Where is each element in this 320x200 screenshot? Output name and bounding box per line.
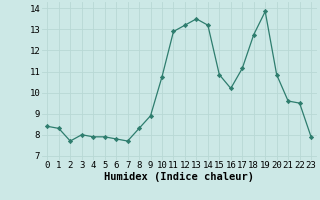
X-axis label: Humidex (Indice chaleur): Humidex (Indice chaleur) bbox=[104, 172, 254, 182]
